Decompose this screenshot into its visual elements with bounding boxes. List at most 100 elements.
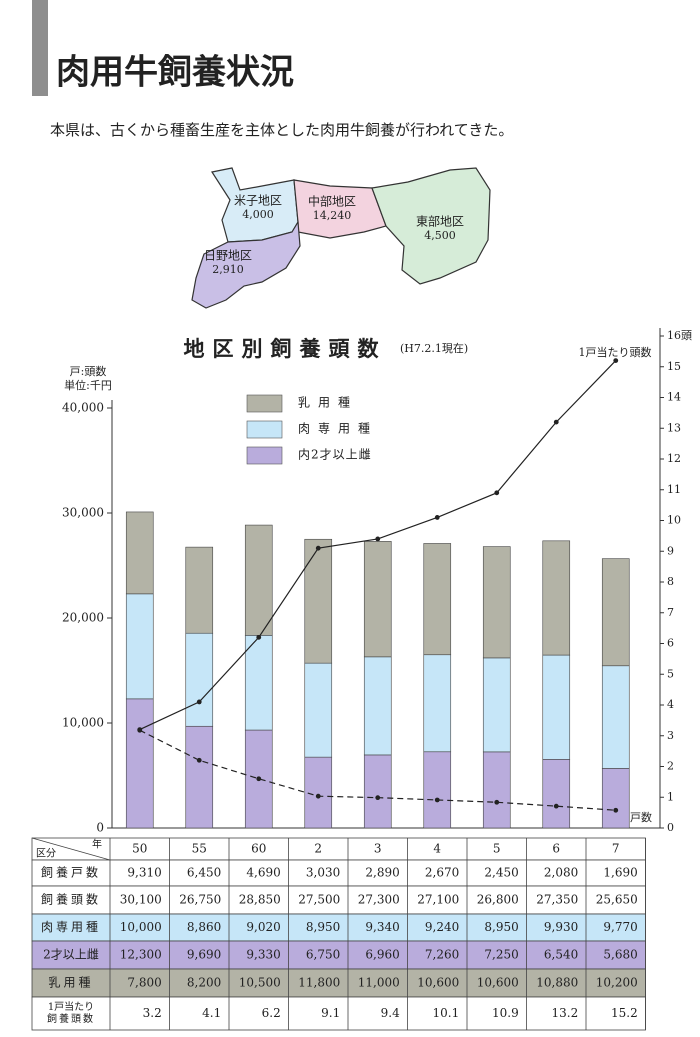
- bar-segment: [542, 759, 571, 829]
- row-label: 2才以上雌: [43, 947, 99, 962]
- bar-segment: [542, 540, 571, 656]
- bar-segment: [244, 635, 273, 731]
- line-point: [494, 799, 500, 805]
- table-cell: 2,450: [484, 866, 518, 880]
- table-cell: 12,300: [120, 948, 162, 962]
- row-label: 飼養戸数: [41, 865, 101, 880]
- bar-segment: [244, 524, 273, 636]
- chart-subtitle: (H7.2.1現在): [400, 342, 468, 355]
- table-cell: 9.4: [381, 1006, 400, 1020]
- line-point: [196, 757, 202, 763]
- table-cell: 27,300: [358, 893, 400, 907]
- table-year: 7: [612, 842, 620, 856]
- line-point: [315, 545, 321, 551]
- legend-label: 内2才以上雌: [298, 447, 372, 462]
- y2-tick-label: 16頭: [667, 329, 692, 342]
- table-cell: 10.1: [433, 1006, 460, 1020]
- table-cell: 26,800: [477, 893, 519, 907]
- table-year: 5: [493, 842, 501, 856]
- table-year: 60: [251, 842, 266, 856]
- region-value: 14,240: [313, 209, 352, 222]
- table-cell: 15.2: [611, 1006, 638, 1020]
- line-point: [434, 515, 440, 520]
- legend-swatch: [246, 420, 283, 439]
- y2-tick-label: 8: [667, 575, 674, 588]
- legend-label: 乳用種: [298, 396, 358, 410]
- table-cell: 6.2: [262, 1006, 281, 1020]
- table-cell: 27,350: [536, 893, 578, 907]
- bar-segment: [363, 541, 392, 658]
- bar-segment: [304, 662, 333, 758]
- bar-segment: [423, 543, 452, 656]
- region-name: 日野地区: [204, 249, 252, 263]
- title-bar: [32, 0, 48, 96]
- y2-tick-label: 7: [667, 606, 674, 619]
- line-point: [553, 419, 559, 425]
- line-point: [613, 807, 619, 813]
- bar-segment: [185, 632, 214, 727]
- table-cell: 9,690: [187, 948, 221, 962]
- table-cell: 3.2: [143, 1006, 162, 1020]
- bar-segment: [601, 768, 630, 829]
- table-cell: 3,030: [306, 866, 340, 880]
- table-cell: 8,860: [187, 920, 221, 934]
- table-cell: 10,600: [417, 976, 459, 990]
- y2-tick-label: 10: [667, 514, 681, 527]
- y2-tick-label: 13: [667, 421, 681, 434]
- y2-tick-label: 4: [667, 698, 674, 711]
- table-cell: 10,500: [239, 976, 281, 990]
- table-cell: 9,310: [127, 866, 161, 880]
- intro: 本県は、古くから種畜生産を主体とした肉用牛飼養が行われてきた。: [50, 121, 513, 139]
- region-name: 東部地区: [416, 215, 464, 229]
- table-cell: 2,670: [425, 866, 459, 880]
- row-label: 1戸当たり: [48, 1000, 94, 1013]
- row-label: 乳用種: [48, 976, 93, 990]
- page-title: 肉用牛飼養状況: [56, 53, 294, 93]
- legend-swatch: [246, 446, 283, 465]
- table-cell: 9,770: [603, 920, 637, 934]
- y-tick-label: 10,000: [62, 716, 104, 730]
- table-row: [31, 996, 646, 1031]
- legend-swatch: [246, 394, 283, 413]
- table-row: [31, 913, 646, 942]
- y-tick-label: 40,000: [62, 401, 104, 415]
- y2-tick-label: 9: [667, 544, 674, 557]
- table-row: [31, 940, 646, 970]
- line-point: [434, 797, 440, 803]
- table-year: 3: [374, 842, 382, 856]
- line-point: [375, 536, 381, 542]
- bar-segment: [125, 593, 154, 700]
- table-year: 2: [314, 842, 322, 856]
- bar-segment: [423, 751, 452, 829]
- table-cell: 13.2: [552, 1006, 579, 1020]
- table-cell: 30,100: [120, 893, 162, 907]
- table-cell: 26,750: [179, 893, 221, 907]
- y2-tick-label: 0: [667, 821, 674, 834]
- bar-segment: [423, 654, 452, 753]
- y2-tick-label: 2: [667, 760, 674, 773]
- bar-segment: [125, 698, 154, 829]
- bar-segment: [542, 654, 571, 760]
- y2-tick-label: 15: [667, 360, 681, 373]
- region-value: 4,000: [242, 208, 274, 221]
- table-cell: 2,890: [365, 866, 399, 880]
- table-year: 55: [192, 842, 207, 856]
- y-tick-label: 20,000: [62, 611, 104, 625]
- y-tick-label: 30,000: [62, 506, 104, 520]
- table-cell: 25,650: [596, 893, 638, 907]
- bar-segment: [482, 751, 511, 829]
- table-row: [31, 885, 646, 915]
- y2-tick-label: 11: [667, 483, 681, 496]
- table-cell: 10,600: [477, 976, 519, 990]
- corner-top: 年: [92, 838, 102, 851]
- y2-tick-label: 12: [667, 452, 681, 465]
- region-name: 米子地区: [234, 194, 282, 208]
- bar-segment: [304, 538, 333, 664]
- table-cell: 4.1: [202, 1006, 221, 1020]
- table-cell: 5,680: [603, 948, 637, 962]
- line-point: [137, 727, 143, 732]
- corner-diagonal: [31, 837, 111, 861]
- bar-segment: [363, 754, 392, 829]
- line-point: [553, 803, 559, 809]
- corner-bottom: 区分: [36, 848, 56, 860]
